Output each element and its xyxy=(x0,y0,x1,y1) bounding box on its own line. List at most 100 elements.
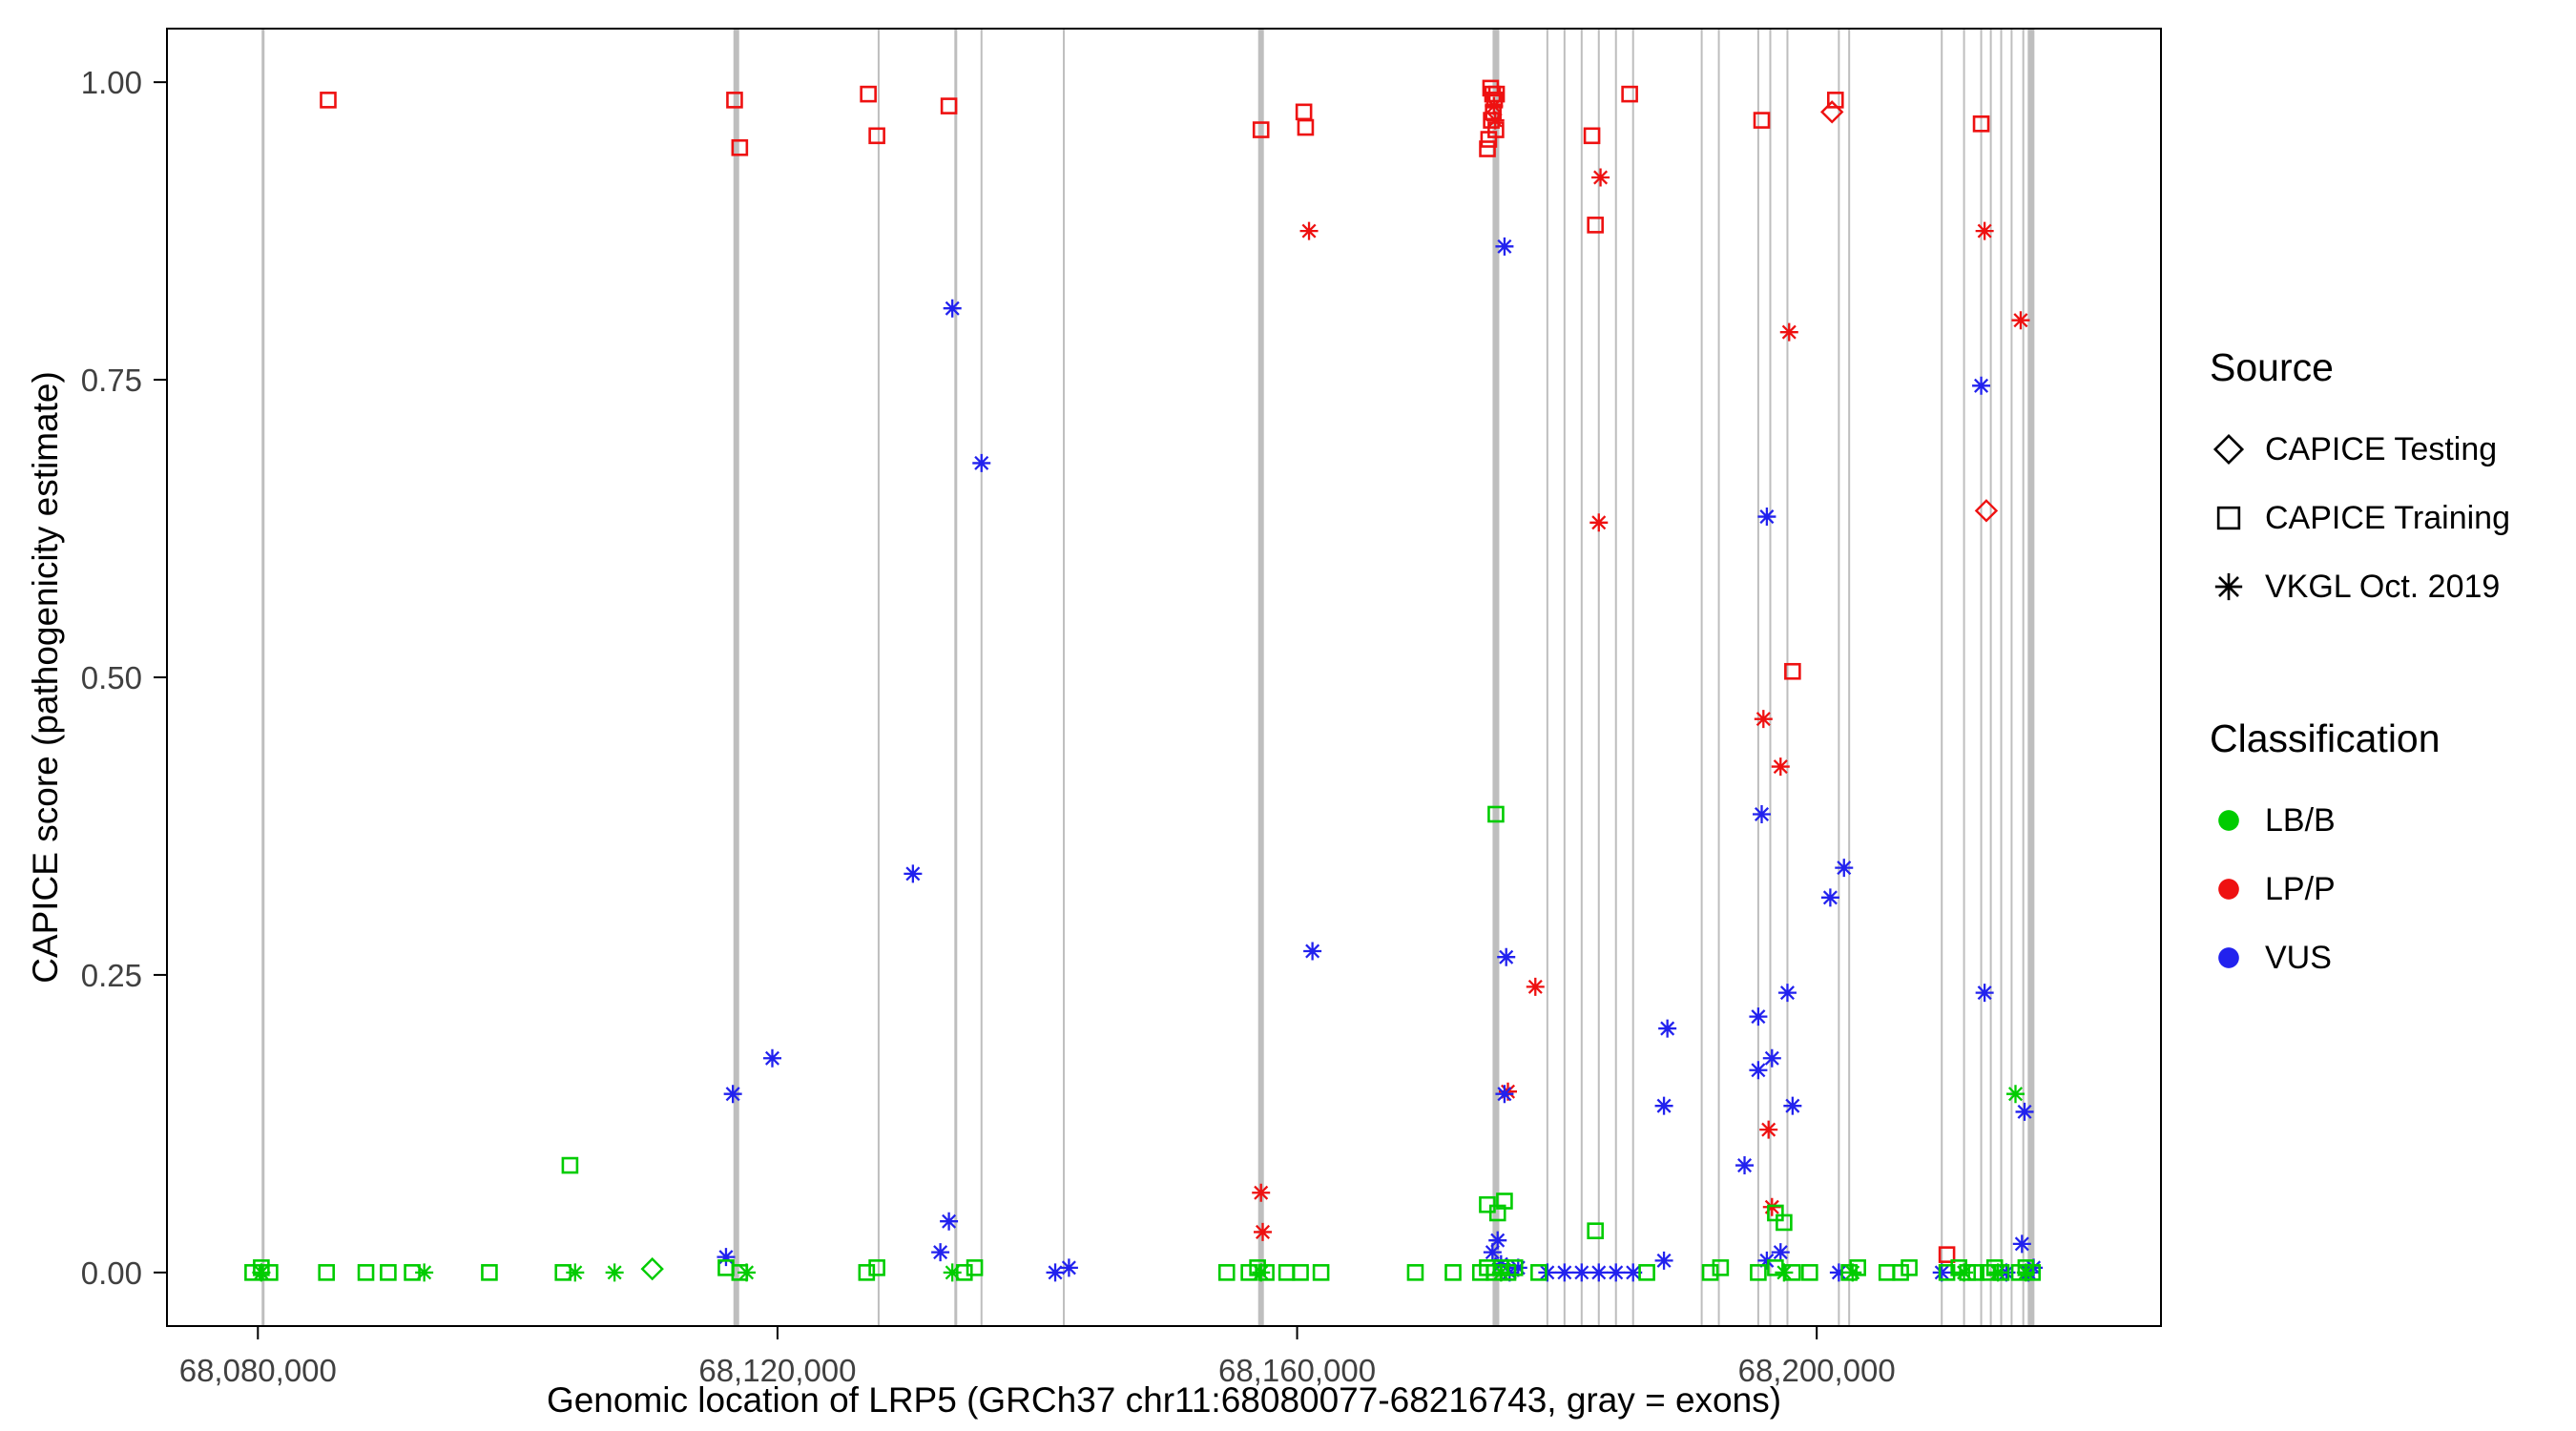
data-point xyxy=(1496,1192,1513,1210)
data-point xyxy=(1638,1264,1655,1281)
data-point xyxy=(1487,85,1506,103)
data-point xyxy=(1938,1264,1956,1281)
data-point xyxy=(1252,1263,1271,1282)
data-point xyxy=(2015,1102,2034,1121)
data-point xyxy=(1753,804,1772,823)
data-point xyxy=(1820,888,1839,907)
data-point xyxy=(1783,1096,1802,1115)
data-point xyxy=(1480,131,1498,148)
data-point xyxy=(1621,85,1638,103)
x-axis-title: Genomic location of LRP5 (GRCh37 chr11:6… xyxy=(546,1380,1782,1420)
data-point xyxy=(762,1048,781,1068)
data-point xyxy=(1840,1264,1858,1281)
data-point xyxy=(717,1248,736,1267)
data-point xyxy=(1959,1264,1976,1281)
data-point xyxy=(566,1263,585,1282)
data-point xyxy=(1624,1263,1643,1282)
data-point xyxy=(1495,1085,1514,1104)
legend-source-title: Source xyxy=(2210,345,2334,389)
data-point xyxy=(1495,237,1514,256)
data-point xyxy=(2011,311,2030,330)
data-point xyxy=(1488,1231,1507,1250)
data-point xyxy=(1583,127,1601,145)
data-point xyxy=(1950,1259,1967,1276)
data-point xyxy=(404,1264,421,1281)
data-point xyxy=(1589,1263,1609,1282)
data-point xyxy=(1257,1264,1275,1281)
data-point xyxy=(261,1264,279,1281)
data-point xyxy=(1975,984,1994,1003)
data-point xyxy=(244,1264,261,1281)
y-tick-label: 0.25 xyxy=(81,958,142,993)
legend-source-block: Source CAPICE Testing CAPICE Training VK… xyxy=(2210,345,2510,621)
data-point xyxy=(1967,1264,1984,1281)
data-point xyxy=(1497,947,1516,966)
data-point xyxy=(605,1263,624,1282)
data-point xyxy=(1757,508,1776,527)
data-point xyxy=(1587,1222,1604,1239)
data-point xyxy=(1835,859,1854,878)
data-point xyxy=(1972,376,1991,395)
data-point xyxy=(1506,1259,1524,1276)
data-point xyxy=(1878,1264,1896,1281)
legend-item-capice-testing: CAPICE Testing xyxy=(2210,415,2510,484)
legend-item-label: LP/P xyxy=(2265,870,2336,907)
data-point xyxy=(1767,1204,1784,1222)
data-point xyxy=(1750,1264,1767,1281)
data-point xyxy=(1972,115,1990,133)
legend-item-vkgl: VKGL Oct. 2019 xyxy=(2210,552,2510,621)
legend-item-label: VUS xyxy=(2265,939,2332,976)
data-point xyxy=(940,1212,959,1231)
data-point xyxy=(415,1263,434,1282)
data-point xyxy=(1735,1156,1755,1175)
data-point xyxy=(1757,1251,1776,1270)
data-point xyxy=(955,1264,973,1281)
data-point xyxy=(1776,1213,1793,1232)
data-point xyxy=(1538,1263,1557,1282)
data-point xyxy=(1701,1264,1719,1281)
data-point xyxy=(1046,1263,1065,1282)
y-tick-label: 0.00 xyxy=(81,1255,142,1291)
legend-item-lpp: LP/P xyxy=(2210,855,2510,923)
data-point xyxy=(1254,1222,1273,1241)
data-point xyxy=(1508,1258,1527,1277)
data-point xyxy=(252,1263,271,1282)
legend-item-vus: VUS xyxy=(2210,923,2510,992)
legend-item-capice-training: CAPICE Training xyxy=(2210,484,2510,552)
data-point xyxy=(1784,1264,1801,1281)
data-point xyxy=(1767,1259,1784,1276)
data-point xyxy=(357,1264,375,1281)
data-point xyxy=(1654,1096,1673,1115)
x-tick-label: 68,080,000 xyxy=(179,1353,337,1388)
data-point xyxy=(640,1256,664,1281)
data-point xyxy=(1485,96,1504,115)
data-point xyxy=(380,1264,397,1281)
data-point xyxy=(723,1085,742,1104)
data-point xyxy=(1299,221,1319,240)
data-point xyxy=(2024,1264,2042,1281)
data-point xyxy=(972,453,991,472)
data-point xyxy=(1749,1007,1768,1027)
data-point xyxy=(1217,1264,1236,1281)
blue-dot-icon xyxy=(2218,947,2239,968)
data-point xyxy=(858,1264,876,1281)
legend-item-label: LB/B xyxy=(2265,801,2336,839)
data-point xyxy=(1487,805,1505,823)
data-point xyxy=(1801,1264,1818,1281)
data-point xyxy=(943,299,962,318)
panel-border xyxy=(166,28,2162,1327)
data-point xyxy=(966,1259,984,1276)
data-point xyxy=(1826,92,1844,109)
data-point xyxy=(320,92,337,109)
data-point xyxy=(1771,1243,1790,1262)
y-tick-label: 1.00 xyxy=(81,65,142,100)
data-point xyxy=(1753,112,1771,129)
data-point xyxy=(1555,1263,1574,1282)
data-point xyxy=(868,127,885,145)
data-point xyxy=(1892,1264,1909,1281)
data-point xyxy=(1526,977,1545,996)
data-point xyxy=(1249,1259,1266,1276)
data-point xyxy=(1312,1264,1330,1281)
data-point xyxy=(253,1259,270,1276)
